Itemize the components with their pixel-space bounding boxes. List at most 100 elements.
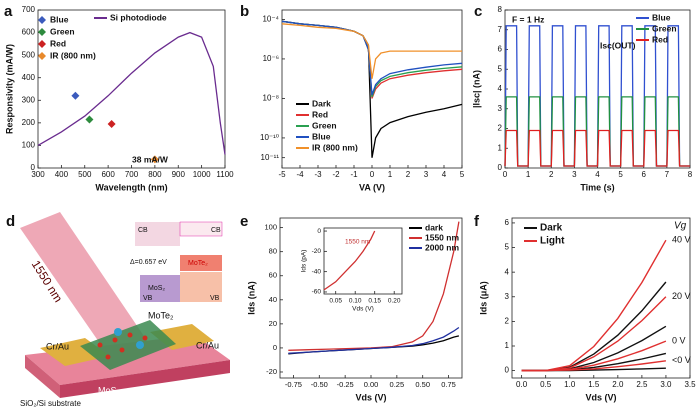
legend-label: Blue <box>652 12 671 22</box>
legend-marker <box>38 52 46 60</box>
panel-label: a <box>4 3 13 20</box>
data-point <box>85 115 94 124</box>
band-label: MoTe₂ <box>188 260 208 267</box>
y-tick-label: 1 <box>498 143 503 152</box>
y-tick-label: 200 <box>22 118 36 127</box>
legend-label: Green <box>312 120 337 130</box>
x-tick-label: 2 <box>406 170 411 179</box>
x-axis-label: Vds (V) <box>585 392 616 402</box>
y-tick-label: 5 <box>505 243 510 252</box>
x-tick-label: 0 <box>503 170 508 179</box>
x-tick-label: 0.00 <box>364 380 379 389</box>
legend-label: dark <box>425 222 443 232</box>
y-tick-label: 4 <box>505 267 510 276</box>
legend-label: Dark <box>312 98 331 108</box>
y-tick-label: 20 <box>269 319 277 328</box>
x-tick-label: 3 <box>572 170 577 179</box>
y-axis-label: Responsivity (mA/W) <box>4 44 14 134</box>
legend-label: Dark <box>540 223 563 234</box>
y-tick-label: 6 <box>505 218 510 227</box>
x-tick-label: 2 <box>549 170 554 179</box>
x-tick-label: 800 <box>148 170 162 179</box>
x-tick-label: -0.25 <box>337 380 354 389</box>
x-tick-label: 2.0 <box>612 380 624 389</box>
x-axis-label: Wavelength (nm) <box>95 182 167 192</box>
x-tick-label: 2.5 <box>636 380 648 389</box>
curve-label: 40 V <box>672 235 691 245</box>
legend-label: IR (800 nm) <box>50 50 96 60</box>
y-tick-label: 5 <box>498 64 503 73</box>
x-tick-label: 1100 <box>216 170 234 179</box>
legend-label: Red <box>312 109 328 119</box>
legend-label: 1550 nm <box>425 232 459 242</box>
y-axis-label: Ids (pA) <box>301 250 308 273</box>
y-tick-label: 2 <box>498 124 503 133</box>
y-tick-label: 3 <box>505 292 510 301</box>
legend-label: Blue <box>312 131 331 141</box>
y-tick-label: 1 <box>505 341 510 350</box>
label: Cr/Au <box>46 341 69 351</box>
y-tick-label: 10⁻¹¹ <box>261 153 280 162</box>
label: SiO₂/Si substrate <box>20 399 81 408</box>
x-tick-label: -3 <box>314 170 322 179</box>
x-tick-label: 0.05 <box>329 298 342 305</box>
label: Cr/Au <box>196 340 219 350</box>
x-tick-label: 0.20 <box>388 298 401 305</box>
y-tick-label: 300 <box>22 95 36 104</box>
x-tick-label: 3.0 <box>660 380 672 389</box>
x-tick-label: 700 <box>125 170 139 179</box>
x-tick-label: 8 <box>688 170 693 179</box>
label: MoS₂ <box>98 385 121 395</box>
legend-label: Red <box>652 34 668 44</box>
panel-label: c <box>474 3 482 20</box>
x-tick-label: 1000 <box>193 170 211 179</box>
x-axis-label: Vds (V) <box>352 306 374 313</box>
y-tick-label: 10⁻⁶ <box>263 54 279 63</box>
y-tick-label: 80 <box>269 247 277 256</box>
x-tick-label: -0.50 <box>311 380 328 389</box>
y-tick-label: 2 <box>505 316 510 325</box>
x-axis-label: Vds (V) <box>355 392 386 402</box>
y-tick-label: 40 <box>269 295 277 304</box>
annotation: 38 mA/W <box>132 154 169 164</box>
x-tick-label: 500 <box>78 170 92 179</box>
y-tick-label: 10⁻¹⁰ <box>260 133 279 142</box>
x-tick-label: 1 <box>526 170 531 179</box>
data-line <box>288 326 460 354</box>
data-line <box>37 31 226 155</box>
y-tick-label: 700 <box>22 5 36 14</box>
plot-area <box>323 227 403 295</box>
x-tick-label: 1.5 <box>588 380 600 389</box>
panel-label: f <box>474 213 480 230</box>
data-point <box>150 155 159 164</box>
x-tick-label: 7 <box>665 170 670 179</box>
annotation: Isc(OUT) <box>600 40 636 50</box>
x-tick-label: 0.25 <box>390 380 405 389</box>
x-tick-label: 5 <box>618 170 623 179</box>
x-tick-label: 900 <box>172 170 186 179</box>
y-tick-label: 6 <box>498 45 503 54</box>
y-tick-label: 0 <box>498 163 503 172</box>
band-gap: Δ=0.657 eV <box>130 259 167 266</box>
y-tick-label: 0 <box>31 163 36 172</box>
x-tick-label: 3 <box>424 170 429 179</box>
x-tick-label: 0.15 <box>368 298 381 305</box>
panel-label: b <box>240 3 249 20</box>
x-tick-label: 0.75 <box>441 380 456 389</box>
data-line <box>504 129 690 167</box>
panel-label: e <box>240 213 248 230</box>
y-tick-label: 7 <box>498 25 503 34</box>
x-tick-label: -1 <box>350 170 358 179</box>
x-tick-label: 4 <box>595 170 600 179</box>
band-label: VB <box>143 295 153 302</box>
y-tick-label: 0 <box>273 343 277 352</box>
legend-marker <box>38 40 46 48</box>
legend-marker <box>38 16 46 24</box>
legend-label: Green <box>50 26 75 36</box>
panel-label: d <box>6 213 15 230</box>
y-tick-label: 400 <box>22 73 36 82</box>
x-tick-label: -4 <box>296 170 304 179</box>
legend-label: Blue <box>50 14 69 24</box>
x-tick-label: 0.50 <box>415 380 430 389</box>
